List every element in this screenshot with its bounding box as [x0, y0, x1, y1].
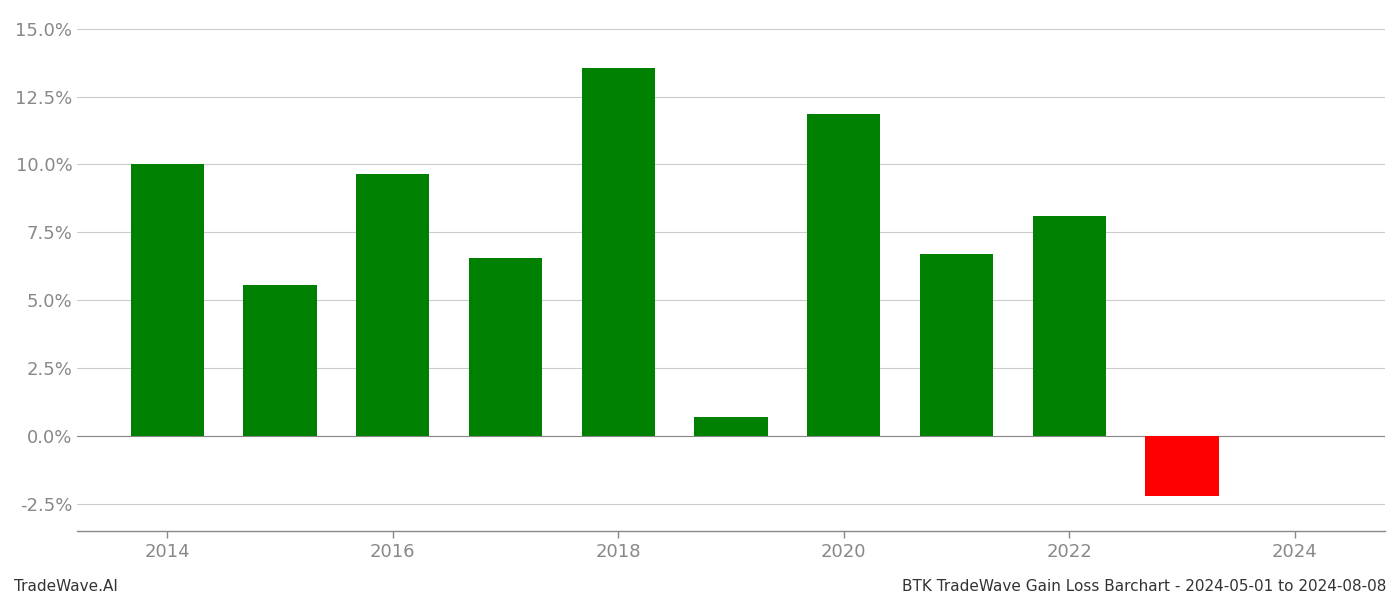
- Bar: [694, 416, 767, 436]
- Bar: [356, 174, 430, 436]
- Bar: [920, 254, 993, 436]
- Bar: [1145, 436, 1218, 496]
- Bar: [581, 68, 655, 436]
- Bar: [1033, 216, 1106, 436]
- Text: BTK TradeWave Gain Loss Barchart - 2024-05-01 to 2024-08-08: BTK TradeWave Gain Loss Barchart - 2024-…: [902, 579, 1386, 594]
- Bar: [469, 258, 542, 436]
- Text: TradeWave.AI: TradeWave.AI: [14, 579, 118, 594]
- Bar: [808, 114, 881, 436]
- Bar: [130, 164, 204, 436]
- Bar: [244, 286, 316, 436]
